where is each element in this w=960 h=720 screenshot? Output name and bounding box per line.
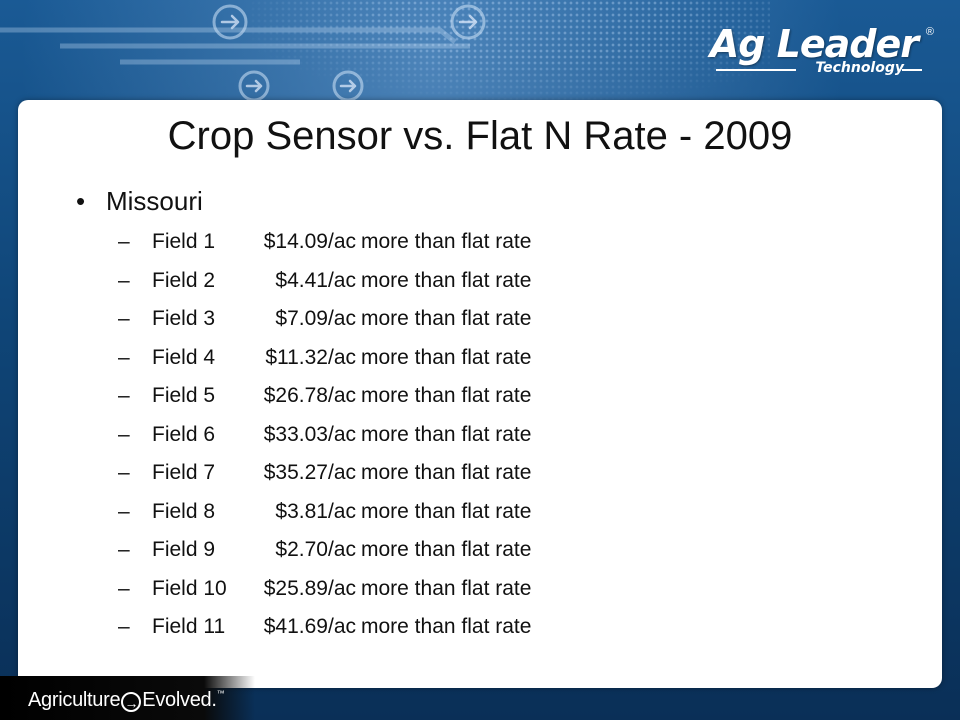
dash-marker: – <box>118 384 130 407</box>
field-name: Field 6 <box>152 422 216 446</box>
field-name: Field 11 <box>152 615 226 638</box>
amount-cell: $14.09/ac <box>228 230 356 260</box>
amount-value: $2.70/ac <box>275 538 356 561</box>
logo-line-left <box>716 69 796 71</box>
amount-description: more than flat rate <box>361 345 532 369</box>
logo-line-right <box>902 69 922 71</box>
amount-value: $14.09/ac <box>263 230 356 253</box>
amount-cell: $25.89/ac <box>228 577 356 607</box>
amount-description: more than flat rate <box>361 499 532 523</box>
amount-description: more than flat rate <box>361 230 532 253</box>
arrow-circle-icon <box>450 4 486 40</box>
world-map-dots <box>250 0 770 100</box>
field-name: Field 1 <box>152 230 216 253</box>
amount-value: $25.89/ac <box>263 576 356 600</box>
dash-marker: – <box>118 268 130 292</box>
dash-marker: – <box>118 499 130 523</box>
field-name: Field 9 <box>152 538 216 561</box>
logo-registered-mark: ® <box>925 26 934 38</box>
field-name: Field 5 <box>152 384 216 407</box>
field-name: Field 7 <box>152 461 216 484</box>
amount-description: more than flat rate <box>361 384 532 407</box>
amount-value: $11.32/ac <box>265 345 356 369</box>
amount-cell: $41.69/ac <box>228 615 356 645</box>
logo-brand: Ag Leader <box>709 22 919 66</box>
dash-marker: – <box>118 307 130 330</box>
amount-cell: $4.41/ac <box>228 269 356 299</box>
amount-value: $3.81/ac <box>275 499 356 523</box>
amount-value: $33.03/ac <box>263 422 356 446</box>
ag-leader-logo: Ag Leader ® Technology <box>708 22 938 82</box>
bullet-missouri: • Missouri <box>76 186 203 217</box>
dash-marker: – <box>118 230 130 253</box>
amount-cell: $7.09/ac <box>228 307 356 337</box>
dash-marker: – <box>118 576 130 600</box>
dash-marker: – <box>118 615 130 638</box>
amount-value: $35.27/ac <box>263 461 356 484</box>
amount-description: more than flat rate <box>361 615 532 638</box>
amount-description: more than flat rate <box>361 422 532 446</box>
bullet-dot: • <box>76 186 86 216</box>
amount-description: more than flat rate <box>361 268 532 292</box>
amount-cell: $26.78/ac <box>228 384 356 414</box>
footer-trademark: ™ <box>216 689 225 698</box>
content-panel: Crop Sensor vs. Flat N Rate - 2009 • Miss… <box>18 100 942 688</box>
amount-description: more than flat rate <box>361 307 532 330</box>
amount-cell: $33.03/ac <box>228 423 356 453</box>
slide-title: Crop Sensor vs. Flat N Rate - 2009 <box>167 114 793 158</box>
field-name: Field 3 <box>152 307 216 330</box>
amount-description: more than flat rate <box>361 461 532 484</box>
arrow-circle-icon <box>238 70 270 100</box>
amount-value: $4.41/ac <box>275 268 356 292</box>
field-name: Field 2 <box>152 268 216 292</box>
amount-cell: $2.70/ac <box>228 538 356 568</box>
arrow-graphics <box>0 4 486 100</box>
amount-cell: $3.81/ac <box>228 500 356 530</box>
field-name: Field 8 <box>152 499 216 523</box>
footer-agriculture: Agriculture <box>28 689 121 711</box>
amount-description: more than flat rate <box>361 576 532 600</box>
amount-value: $7.09/ac <box>275 307 356 330</box>
amount-description: more than flat rate <box>361 538 532 561</box>
arrow-circle-icon <box>332 70 364 100</box>
amount-value: $26.78/ac <box>263 384 356 407</box>
field-name: Field 10 <box>152 576 227 600</box>
amount-value: $41.69/ac <box>263 615 356 638</box>
field-name: Field 4 <box>152 345 216 369</box>
amount-cell: $35.27/ac <box>228 461 356 491</box>
dash-marker: – <box>118 461 130 484</box>
dash-marker: – <box>118 345 130 369</box>
amount-cell: $11.32/ac <box>228 346 356 376</box>
arrow-circle-icon <box>212 4 248 40</box>
dash-marker: – <box>118 538 130 561</box>
footer-tagline: Agriculture → Evolved.™ <box>28 689 225 712</box>
bullet-label: Missouri <box>106 186 203 216</box>
logo-subtitle: Technology <box>815 60 904 76</box>
arrow-circle-icon: → <box>121 692 142 712</box>
footer-evolved: Evolved. <box>142 689 217 711</box>
dash-marker: – <box>118 422 130 446</box>
